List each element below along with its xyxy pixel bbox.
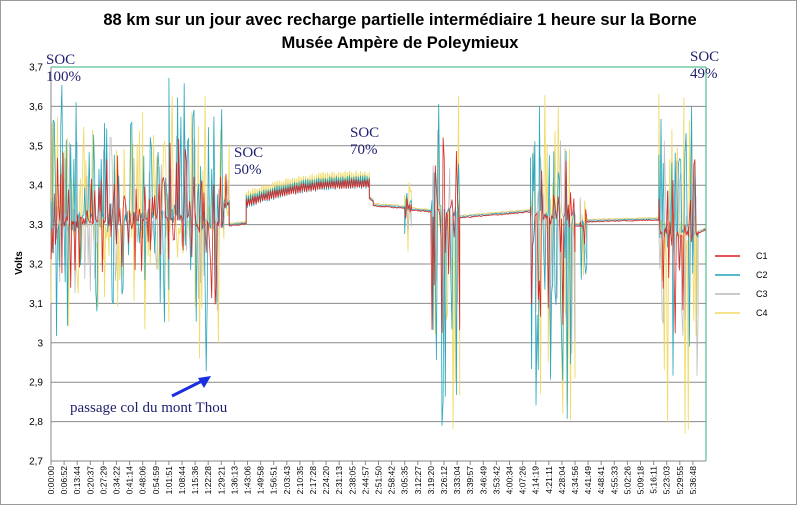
- x-tick-label: 0:00:00: [46, 466, 56, 495]
- annotation-arrow-layer: [171, 376, 211, 398]
- soc-end-annotation: SOC 49%: [690, 49, 719, 83]
- y-tick-labels: 2,7 2,8 2,9 3 3,1 3,2 3,3 3,4 3,5 3,6 3,7: [29, 63, 43, 468]
- annotation-arrow-head: [198, 376, 211, 388]
- soc-mid-text: SOC 50%: [234, 145, 264, 178]
- soc-mid-annotation: SOC 50%: [234, 145, 263, 179]
- x-tick-label: 1:49:58: [256, 466, 266, 495]
- x-tick-label: 3:46:49: [478, 466, 488, 495]
- x-tick-label: 3:53:42: [491, 466, 501, 495]
- x-tick-label: 2:58:42: [387, 466, 397, 495]
- y-tick-label: 3,1: [29, 299, 43, 310]
- x-tick-label: 2:51:50: [374, 466, 384, 495]
- x-tick-label: 0:13:44: [72, 466, 82, 495]
- x-tick-label: 5:23:03: [662, 466, 672, 495]
- y-tick-label: 3,5: [29, 141, 43, 152]
- x-tick-label: 1:56:51: [269, 466, 279, 495]
- y-tick-label: 3,3: [29, 220, 43, 231]
- chart-title: 88 km sur un jour avec recharge partiell…: [103, 11, 697, 29]
- x-tick-label: 4:55:33: [609, 466, 619, 495]
- x-tick-label: 1:29:21: [216, 466, 226, 495]
- x-tick-label: 3:33:04: [452, 466, 462, 495]
- legend-label-c4: C4: [756, 308, 768, 318]
- x-tick-label: 5:16:11: [649, 466, 659, 494]
- x-tick-label: 4:28:04: [557, 466, 567, 495]
- pass-annotation-text: passage col du mont Thou: [70, 400, 228, 416]
- x-tick-label: 3:26:12: [439, 466, 449, 495]
- x-tick-label: 4:07:26: [518, 466, 528, 495]
- y-tick-label: 2,7: [29, 457, 43, 468]
- pass-annotation: passage col du mont Thou: [70, 400, 227, 417]
- x-tick-label: 2:31:13: [334, 466, 344, 495]
- x-tick-label: 1:01:51: [164, 466, 174, 495]
- series-line-c1: [50, 137, 707, 334]
- y-tick-label: 2,8: [29, 417, 43, 428]
- x-tick-label: 5:09:18: [636, 466, 646, 495]
- x-tick-label: 3:39:57: [465, 466, 475, 495]
- legend: C1 C2 C3 C4: [715, 251, 768, 318]
- x-tick-label: 0:20:37: [85, 466, 95, 495]
- soc-charge-text: SOC 70%: [350, 125, 380, 158]
- x-tick-label: 2:10:35: [295, 466, 305, 495]
- x-tick-label: 2:38:05: [347, 466, 357, 495]
- chart-subtitle: Musée Ampère de Poleymieux: [281, 34, 519, 52]
- x-tick-label: 3:19:20: [426, 466, 436, 495]
- y-tick-label: 3,6: [29, 102, 43, 113]
- x-tick-label: 1:43:06: [243, 466, 253, 495]
- annotation-arrow-shaft: [171, 378, 205, 398]
- x-tick-label: 4:48:41: [596, 466, 606, 495]
- legend-label-c2: C2: [756, 270, 768, 280]
- legend-label-c3: C3: [756, 289, 768, 299]
- y-tick-label: 2,9: [29, 378, 43, 389]
- y-tick-label: 3,4: [29, 181, 43, 192]
- x-tick-label: 4:34:56: [570, 466, 580, 495]
- x-tick-label: 1:22:28: [203, 466, 213, 495]
- soc-charge-annotation: SOC 70%: [350, 125, 379, 159]
- chart-title-block: 88 km sur un jour avec recharge partiell…: [0, 9, 800, 55]
- x-tick-label: 4:14:19: [531, 466, 541, 495]
- x-tick-label: 5:29:55: [675, 466, 685, 495]
- soc-start-annotation: SOC 100%: [46, 52, 81, 86]
- soc-end-text: SOC 49%: [690, 49, 720, 82]
- x-tick-label: 2:17:28: [308, 466, 318, 495]
- x-tick-label: 0:41:14: [125, 466, 135, 495]
- y-tick-label: 3,7: [29, 63, 43, 74]
- x-tick-labels: 0:00:00 0:06:52 0:13:44 0:20:37 0:27:29 0:34:…: [46, 466, 698, 495]
- x-tick-label: 2:24:20: [321, 466, 331, 495]
- x-tick-label: 0:34:22: [112, 466, 122, 495]
- x-tick-label: 1:08:44: [177, 466, 187, 495]
- y-axis-title: Volts: [14, 251, 25, 275]
- series-layer: [50, 77, 707, 434]
- x-tick-label: 0:06:52: [59, 466, 69, 495]
- x-tick-label: 3:05:35: [400, 466, 410, 495]
- legend-label-c1: C1: [756, 251, 768, 261]
- x-tick-label: 2:44:57: [360, 466, 370, 495]
- x-tick-label: 4:00:34: [505, 466, 515, 495]
- grid-layer: [50, 66, 707, 465]
- y-tick-label: 3: [37, 338, 43, 349]
- x-tick-label: 1:36:13: [229, 466, 239, 495]
- x-tick-label: 4:21:11: [544, 466, 554, 494]
- series-line-c2: [50, 77, 707, 426]
- y-tick-label: 3,2: [29, 260, 43, 271]
- x-tick-label: 1:15:36: [190, 466, 200, 495]
- x-tick-label: 3:12:27: [413, 466, 423, 495]
- x-tick-label: 0:27:29: [98, 466, 108, 495]
- x-tick-label: 5:36:48: [688, 466, 698, 495]
- x-tick-label: 4:41:49: [583, 466, 593, 495]
- soc-start-text: SOC 100%: [46, 52, 81, 85]
- x-tick-label: 2:03:43: [282, 466, 292, 495]
- x-tick-label: 5:02:26: [622, 466, 632, 495]
- x-tick-label: 0:54:59: [151, 466, 161, 495]
- x-tick-label: 0:48:06: [138, 466, 148, 495]
